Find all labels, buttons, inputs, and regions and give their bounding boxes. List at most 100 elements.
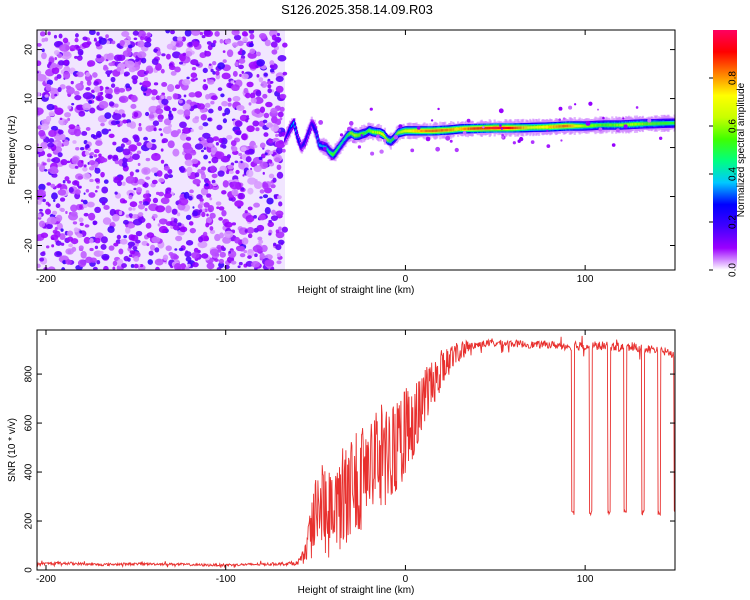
noise-blob <box>108 128 112 132</box>
noise-blob <box>206 41 212 45</box>
noise-blob <box>101 186 109 194</box>
noise-blob <box>177 109 185 115</box>
noise-blob <box>37 43 42 47</box>
noise-blob <box>155 95 161 101</box>
noise-blob <box>246 81 254 88</box>
noise-blob <box>203 79 207 82</box>
ridge-speck <box>318 120 324 125</box>
noise-blob <box>143 182 149 188</box>
noise-blob <box>168 251 174 256</box>
noise-blob <box>152 120 160 127</box>
noise-blob <box>156 50 162 56</box>
noise-blob <box>272 123 278 128</box>
noise-blob <box>122 148 131 156</box>
noise-blob <box>130 94 138 103</box>
ridge-speck <box>635 106 639 109</box>
noise-blob <box>125 119 132 124</box>
noise-blob <box>153 48 159 53</box>
noise-blob <box>189 189 194 194</box>
noise-blob <box>187 263 191 268</box>
noise-blob <box>230 80 235 84</box>
noise-blob <box>151 139 156 143</box>
noise-blob <box>155 266 160 270</box>
spectrogram-ytick-label: -10 <box>24 189 35 204</box>
noise-blob <box>152 197 159 204</box>
noise-blob <box>105 86 110 90</box>
noise-blob <box>68 243 73 248</box>
noise-blob <box>206 193 212 198</box>
noise-blob <box>53 34 58 39</box>
noise-blob <box>67 105 72 110</box>
noise-blob <box>200 149 205 153</box>
noise-blob <box>259 196 263 199</box>
noise-blob <box>245 156 252 163</box>
ridge-speck <box>560 139 563 142</box>
noise-blob <box>161 53 166 57</box>
noise-blob <box>73 128 82 137</box>
noise-blob <box>236 40 244 47</box>
noise-blob <box>94 148 100 154</box>
noise-blob <box>128 144 138 152</box>
noise-blob <box>248 30 255 34</box>
noise-blob <box>39 164 46 172</box>
noise-blob <box>203 30 211 36</box>
noise-blob <box>103 204 110 210</box>
noise-blob <box>145 176 151 180</box>
noise-blob <box>47 266 56 270</box>
spectrogram-xtick-label: 100 <box>577 274 594 285</box>
noise-blob <box>174 66 181 73</box>
noise-blob <box>205 94 210 100</box>
ridge-speck <box>445 135 451 141</box>
noise-blob <box>92 72 98 78</box>
noise-blob <box>242 36 249 43</box>
noise-blob <box>82 36 88 41</box>
noise-blob <box>202 231 208 237</box>
noise-blob <box>221 190 227 195</box>
colorbar-tick-label: 0.6 <box>728 119 739 133</box>
noise-blob <box>137 69 147 78</box>
noise-blob <box>275 244 282 251</box>
noise-blob <box>170 30 175 35</box>
noise-blob <box>128 194 133 200</box>
noise-blob <box>46 182 52 186</box>
noise-blob <box>224 38 232 45</box>
noise-blob <box>252 244 263 253</box>
noise-blob <box>154 247 160 253</box>
noise-blob <box>113 242 119 247</box>
noise-blob <box>87 61 94 67</box>
noise-blob <box>57 189 67 196</box>
noise-blob <box>137 40 145 48</box>
noise-blob <box>245 92 251 99</box>
snr-series-line <box>37 335 675 569</box>
noise-blob <box>100 243 107 250</box>
ridge-speck <box>558 118 561 121</box>
noise-blob <box>186 166 193 174</box>
noise-blob <box>238 261 243 266</box>
noise-blob <box>267 88 272 94</box>
noise-blob <box>79 50 84 56</box>
noise-blob <box>79 204 83 210</box>
noise-blob <box>192 210 198 217</box>
noise-blob <box>75 189 81 195</box>
noise-blob <box>188 41 193 47</box>
noise-blob <box>270 107 278 114</box>
spectrogram-ytick-label: 20 <box>24 44 35 56</box>
noise-blob <box>263 72 268 77</box>
noise-blob <box>183 94 187 98</box>
noise-blob <box>50 183 56 188</box>
noise-blob <box>214 151 225 160</box>
noise-blob <box>219 232 224 239</box>
noise-blob <box>188 92 196 98</box>
noise-blob <box>275 210 284 217</box>
noise-blob <box>266 197 274 205</box>
noise-blob <box>57 86 62 93</box>
noise-blob <box>40 141 49 149</box>
noise-blob <box>112 214 120 222</box>
noise-blob <box>50 237 55 240</box>
ridge-speck <box>647 118 652 123</box>
noise-blob <box>45 83 52 91</box>
ridge-speck <box>462 130 467 135</box>
noise-blob <box>68 186 74 193</box>
noise-blob <box>122 161 128 168</box>
noise-blob <box>81 41 91 49</box>
